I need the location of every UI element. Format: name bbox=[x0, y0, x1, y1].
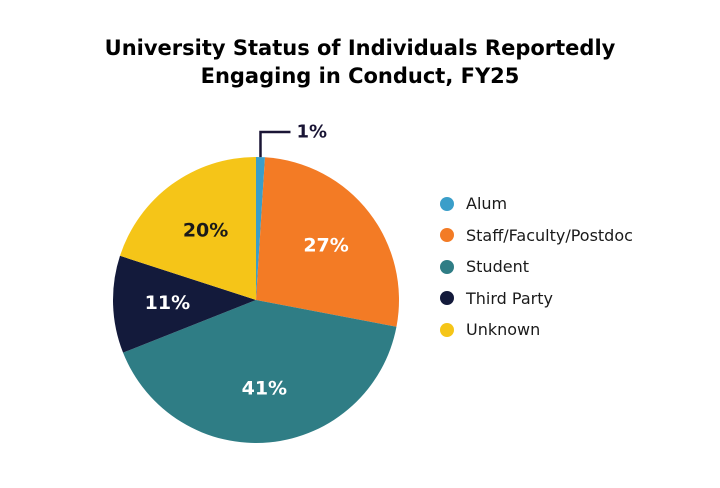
legend-label-alum: Alum bbox=[466, 194, 508, 214]
chart-legend: Alum Staff/Faculty/Postdoc Student Third… bbox=[440, 188, 633, 346]
legend-label-unknown: Unknown bbox=[466, 320, 541, 340]
alum-callout: 1% bbox=[259, 122, 327, 158]
legend-swatch-third-party bbox=[440, 291, 454, 306]
callout-leader-line bbox=[259, 130, 291, 158]
legend-item-unknown: Unknown bbox=[440, 314, 633, 346]
legend-item-alum: Alum bbox=[440, 188, 633, 220]
pie-slice-staff-faculty-postdoc bbox=[256, 157, 399, 327]
data-label-alum: 1% bbox=[296, 122, 327, 143]
pie-slice-unknown bbox=[119, 157, 256, 300]
legend-swatch-unknown bbox=[440, 322, 454, 337]
legend-item-third-party: Third Party bbox=[440, 283, 633, 315]
chart-title: University Status of Individuals Reporte… bbox=[0, 34, 720, 90]
legend-label-student: Student bbox=[466, 257, 529, 277]
data-label-student: 41% bbox=[242, 377, 287, 399]
data-label-third-party: 11% bbox=[145, 292, 190, 314]
chart-title-line-1: University Status of Individuals Reporte… bbox=[104, 36, 616, 60]
chart-title-line-2: Engaging in Conduct, FY25 bbox=[200, 64, 520, 88]
pie-slices bbox=[113, 157, 399, 443]
pie-slice-student bbox=[123, 300, 397, 443]
data-label-staff-faculty-postdoc: 27% bbox=[303, 235, 348, 257]
legend-swatch-student bbox=[440, 259, 454, 274]
legend-label-staff-faculty-postdoc: Staff/Faculty/Postdoc bbox=[466, 225, 633, 245]
legend-label-third-party: Third Party bbox=[466, 288, 553, 308]
pie-slice-third-party bbox=[113, 255, 256, 353]
legend-swatch-alum bbox=[440, 196, 454, 211]
pie-data-labels: 27% 41% 11% 20% bbox=[145, 220, 349, 400]
legend-item-student: Student bbox=[440, 251, 633, 283]
legend-swatch-staff-faculty-postdoc bbox=[440, 228, 454, 243]
pie-slice-alum bbox=[256, 157, 265, 300]
legend-item-staff-faculty-postdoc: Staff/Faculty/Postdoc bbox=[440, 220, 633, 252]
data-label-unknown: 20% bbox=[183, 220, 228, 242]
